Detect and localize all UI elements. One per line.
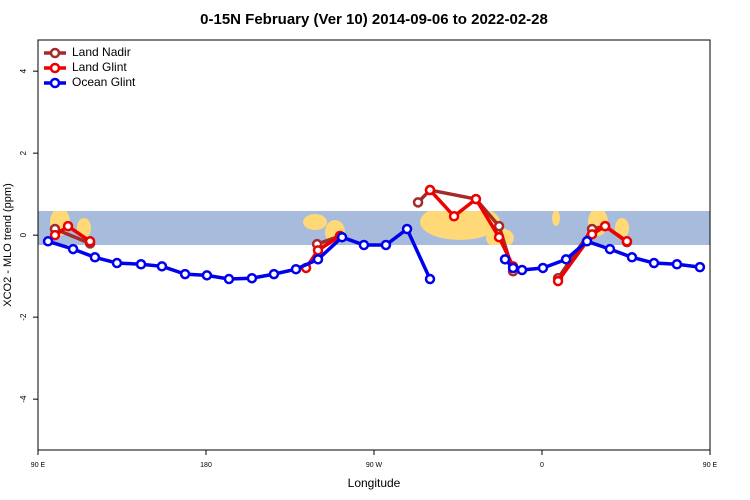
legend-marker <box>49 62 61 74</box>
chart-title: 0-15N February (Ver 10) 2014-09-06 to 20… <box>200 11 548 28</box>
data-point <box>62 220 74 232</box>
data-point <box>111 257 123 269</box>
data-point <box>135 259 147 270</box>
legend-label: Land Glint <box>72 60 127 74</box>
data-point <box>586 229 598 240</box>
y-tick-label: -4 <box>19 395 28 403</box>
data-point <box>560 254 572 265</box>
data-point <box>201 270 213 281</box>
data-point <box>499 254 511 265</box>
y-tick-label: 4 <box>19 68 28 73</box>
x-tick-label: 90 E <box>703 462 718 469</box>
data-point <box>648 257 660 269</box>
data-point <box>336 231 348 243</box>
y-tick-label: 2 <box>19 150 28 155</box>
data-point <box>537 262 549 274</box>
data-point <box>67 243 79 255</box>
x-tick-label: 0 <box>540 462 544 469</box>
data-point <box>424 273 436 285</box>
x-tick-label: 90 E <box>31 462 46 469</box>
data-point <box>290 263 302 275</box>
data-point <box>424 184 436 196</box>
legend-label: Ocean Glint <box>72 75 136 89</box>
data-point <box>470 193 482 205</box>
y-tick-label: 0 <box>19 232 28 237</box>
data-point <box>507 262 519 274</box>
data-point <box>671 259 683 270</box>
series-line <box>54 188 628 280</box>
data-point <box>380 239 392 251</box>
y-tick-label: -2 <box>19 313 28 321</box>
legend-marker <box>49 77 61 89</box>
x-tick-label: 90 W <box>366 462 383 469</box>
data-point <box>223 273 235 285</box>
data-point <box>516 264 528 276</box>
data-point <box>156 261 168 272</box>
data-point <box>42 236 54 247</box>
data-point <box>581 236 593 247</box>
data-point <box>401 223 413 235</box>
data-point <box>412 197 424 208</box>
legend-label: Land Nadir <box>72 45 131 59</box>
legend-marker <box>49 47 61 59</box>
data-point <box>604 243 616 255</box>
data-point <box>312 245 324 256</box>
data-point <box>621 236 633 247</box>
data-point <box>552 275 564 287</box>
data-point <box>246 272 258 284</box>
data-point <box>694 261 706 273</box>
data-point <box>49 229 61 241</box>
data-point <box>179 268 191 280</box>
data-point <box>448 211 460 222</box>
data-point <box>493 231 505 243</box>
y-axis-label: XCO2 - MLO trend (ppm) <box>2 183 14 306</box>
data-point <box>626 252 638 263</box>
data-point <box>493 220 505 232</box>
data-point <box>358 239 370 251</box>
data-point <box>268 268 280 280</box>
data-point <box>312 254 324 265</box>
data-point <box>599 220 611 232</box>
x-axis-label: Longitude <box>348 476 401 490</box>
data-point <box>89 252 101 263</box>
x-tick-label: 180 <box>200 462 212 469</box>
data-point <box>84 236 96 247</box>
